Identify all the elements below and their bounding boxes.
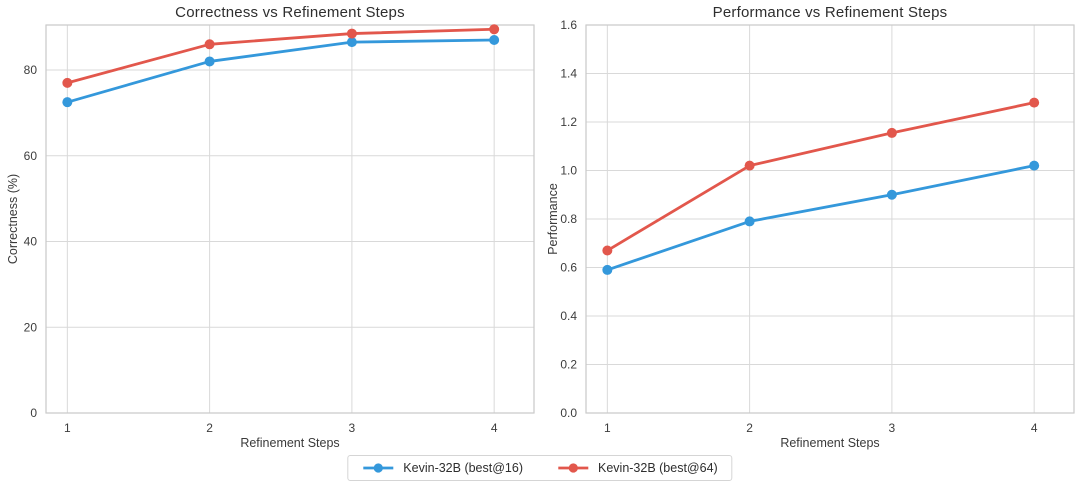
svg-text:3: 3 xyxy=(349,421,356,435)
svg-text:0.0: 0.0 xyxy=(560,406,577,420)
legend-entry-best64: Kevin-32B (best@64) xyxy=(557,461,718,475)
svg-text:20: 20 xyxy=(24,320,38,334)
line-circle-marker-icon xyxy=(558,463,588,473)
performance-chart-title: Performance vs Refinement Steps xyxy=(712,4,948,21)
svg-text:1.6: 1.6 xyxy=(560,18,577,32)
svg-text:4: 4 xyxy=(491,421,498,435)
line-circle-marker-icon xyxy=(363,463,394,473)
svg-text:3: 3 xyxy=(889,421,896,435)
performance-x-axis-label: Refinement Steps xyxy=(780,436,880,450)
svg-text:2: 2 xyxy=(746,421,753,435)
svg-text:80: 80 xyxy=(24,63,38,77)
svg-text:0.2: 0.2 xyxy=(560,358,577,372)
legend-label-best16: Kevin-32B (best@16) xyxy=(403,461,523,475)
svg-text:0: 0 xyxy=(30,406,37,420)
svg-text:0.6: 0.6 xyxy=(560,261,577,275)
svg-text:1.2: 1.2 xyxy=(560,115,577,129)
svg-text:0.4: 0.4 xyxy=(560,309,577,323)
svg-text:1.0: 1.0 xyxy=(560,164,577,178)
performance-plot-area: 1 2 3 4 0.0 0.2 0.4 0.6 0.8 1.0 1.2 1.4 1.6 xyxy=(560,18,1075,435)
svg-text:1: 1 xyxy=(64,421,71,435)
svg-text:1.4: 1.4 xyxy=(560,67,577,81)
legend-entry-best16: Kevin-32B (best@16) xyxy=(362,461,523,475)
svg-text:4: 4 xyxy=(1031,421,1038,435)
legend-label-best64: Kevin-32B (best@64) xyxy=(598,461,718,475)
correctness-chart: Correctness vs Refinement Steps Correctn… xyxy=(0,0,540,455)
legend: Kevin-32B (best@16) Kevin-32B (best@64) xyxy=(347,455,733,481)
svg-text:0.8: 0.8 xyxy=(560,212,577,226)
svg-text:1: 1 xyxy=(604,421,611,435)
performance-chart: Performance vs Refinement Steps Performa… xyxy=(540,0,1080,455)
svg-text:2: 2 xyxy=(206,421,213,435)
svg-text:40: 40 xyxy=(24,235,38,249)
correctness-x-axis-label: Refinement Steps xyxy=(240,436,340,450)
svg-text:60: 60 xyxy=(24,149,38,163)
correctness-chart-title: Correctness vs Refinement Steps xyxy=(175,4,405,21)
